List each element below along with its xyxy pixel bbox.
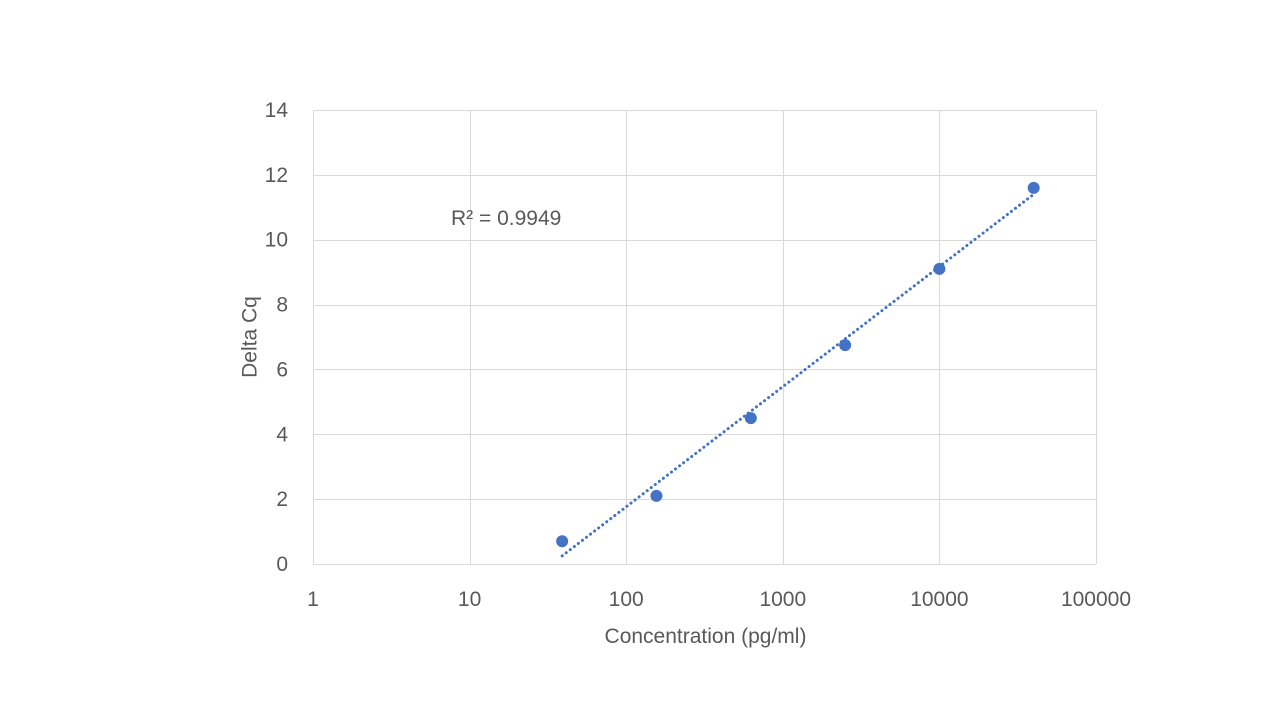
x-tick-labels: 1 10 100 1000 10000 100000 [307,588,1131,611]
x-tick-label: 1000 [759,588,806,611]
trendline [560,192,1036,558]
data-point [744,412,757,425]
y-tick-label: 4 [276,423,288,446]
data-point [650,489,663,502]
data-point [933,262,946,275]
x-tick-label: 100000 [1061,588,1131,611]
y-tick-label: 10 [265,229,288,252]
x-tick-label: 10000 [910,588,968,611]
y-axis-title: Delta Cq [238,296,261,378]
x-tick-label: 1 [307,588,319,611]
y-tick-label: 8 [276,294,288,317]
data-points [556,181,1040,548]
data-point [839,339,852,352]
trendline-group [560,192,1036,558]
gridlines [313,110,1097,565]
x-tick-label: 10 [458,588,481,611]
y-tick-label: 0 [276,553,288,576]
x-axis-title: Concentration (pg/ml) [605,625,807,648]
x-tick-label: 100 [609,588,644,611]
data-point [556,535,569,548]
y-tick-label: 14 [265,99,289,122]
y-tick-label: 6 [276,358,288,381]
y-tick-labels: 0 2 4 6 8 10 12 14 [265,99,289,576]
r-squared-annotation: R² = 0.9949 [451,207,561,230]
y-tick-label: 12 [265,164,288,187]
data-point [1027,181,1040,194]
y-tick-label: 2 [276,488,288,511]
